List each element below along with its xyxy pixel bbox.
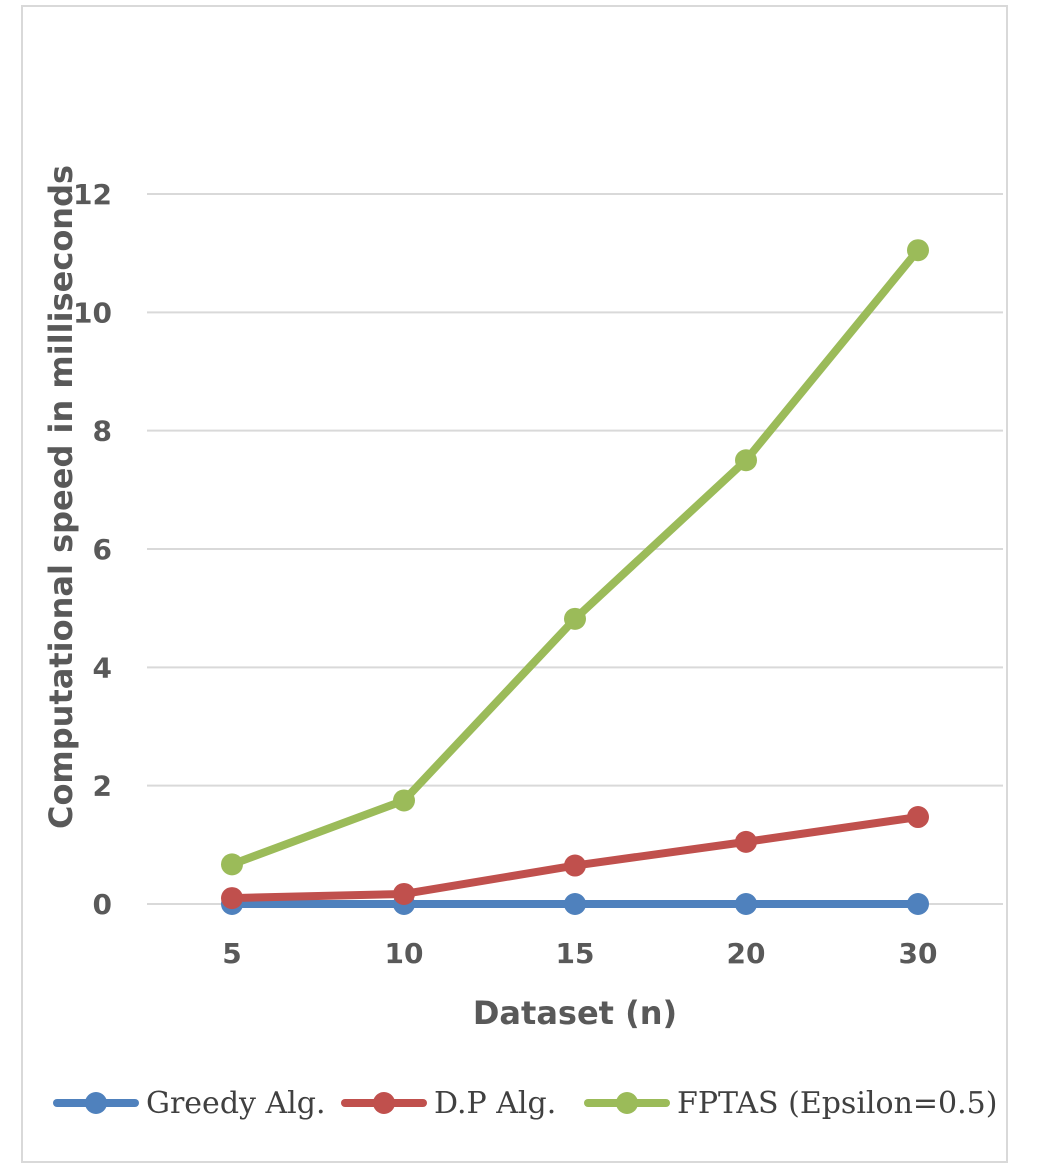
y-axis-title: Computational speed in milliseconds: [42, 165, 80, 829]
data-point: [735, 893, 757, 915]
data-point: [564, 854, 586, 877]
data-point: [221, 853, 243, 876]
series-line-2: [228, 246, 922, 869]
data-point: [564, 607, 586, 630]
x-axis-ticks: 5 10 15 20 30: [222, 937, 937, 970]
x-tick-label: 15: [556, 937, 595, 970]
y-tick-label: 8: [93, 415, 112, 448]
legend-item: Greedy Alg.: [53, 1086, 326, 1121]
legend-marker: [85, 1092, 107, 1114]
y-tick-label: 12: [73, 178, 112, 211]
y-tick-label: 10: [73, 296, 112, 329]
chart-frame: [21, 5, 1008, 1163]
x-tick-label: 10: [385, 937, 424, 970]
legend: Greedy Alg. D.P Alg. FPTAS (Epsilon=0.5): [53, 1086, 997, 1121]
series-lines: [228, 246, 922, 908]
data-point: [393, 789, 415, 812]
legend-item: FPTAS (Epsilon=0.5): [584, 1086, 997, 1121]
data-point: [735, 449, 757, 472]
y-tick-label: 6: [93, 533, 112, 566]
x-tick-label: 5: [222, 937, 241, 970]
legend-label: Greedy Alg.: [146, 1086, 326, 1121]
legend-marker: [616, 1092, 638, 1114]
y-axis-ticks: 0 2 4 6 8 10 12: [73, 178, 112, 921]
data-point: [564, 893, 586, 915]
series-points: [221, 239, 929, 915]
x-axis-title: Dataset (n): [473, 994, 677, 1032]
data-point: [393, 882, 415, 905]
data-point: [735, 830, 757, 853]
y-tick-label: 4: [93, 651, 112, 684]
data-point: [907, 806, 929, 829]
legend-item: D.P Alg.: [341, 1086, 556, 1121]
data-point: [907, 239, 929, 262]
data-point: [907, 893, 929, 915]
y-tick-label: 0: [93, 888, 112, 921]
x-tick-label: 30: [899, 937, 938, 970]
legend-marker: [373, 1092, 395, 1114]
data-point: [221, 887, 243, 910]
x-tick-label: 20: [727, 937, 766, 970]
legend-label: D.P Alg.: [434, 1086, 556, 1121]
y-tick-label: 2: [93, 770, 112, 803]
legend-label: FPTAS (Epsilon=0.5): [677, 1086, 997, 1121]
